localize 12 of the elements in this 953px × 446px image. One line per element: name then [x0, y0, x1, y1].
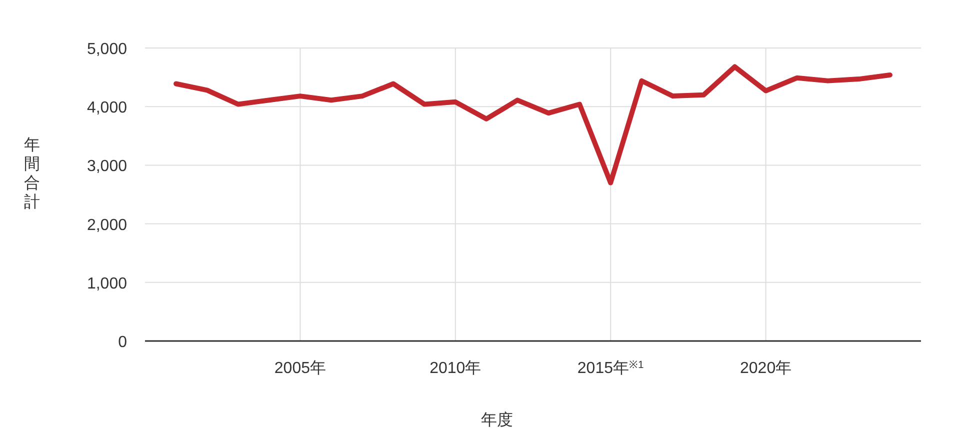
y-tick-label: 5,000	[86, 41, 128, 58]
y-tick-label: 1,000	[86, 275, 128, 292]
x-tick-label: 2020年	[740, 360, 792, 377]
y-tick-label: 3,000	[86, 158, 128, 176]
y-tick-label: 0	[118, 334, 128, 351]
x-tick-label: 2015年$^{※1}$	[577, 360, 644, 377]
x-tick-label: 2005年	[274, 360, 326, 377]
y-tick-label: 4,000	[86, 100, 128, 117]
y-tick-label: 2,000	[86, 216, 128, 234]
x-axis-title: 年度	[481, 411, 513, 429]
y-axis-title: 年間合計	[24, 137, 40, 211]
x-tick-label: 2010年	[430, 360, 482, 377]
